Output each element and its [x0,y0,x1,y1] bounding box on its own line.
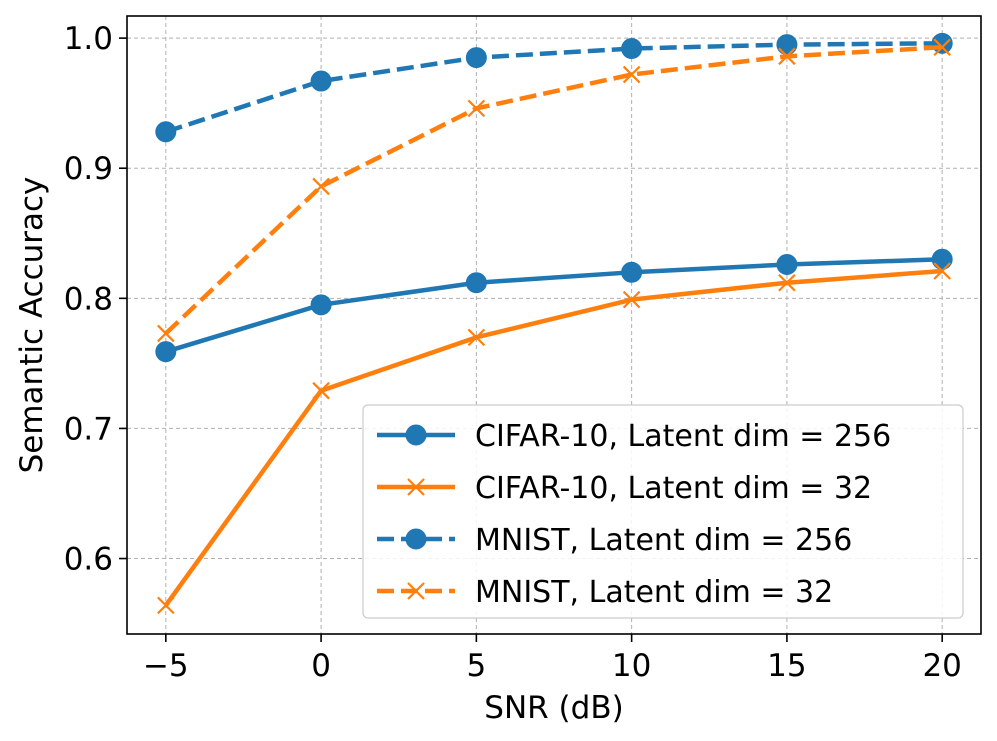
data-point [622,290,641,309]
data-point [621,261,643,283]
data-point [155,121,177,143]
legend-label: CIFAR-10, Latent dim = 32 [475,471,872,506]
data-point-stroke [312,177,330,196]
data-point [155,341,177,363]
legend-label: MNIST, Latent dim = 32 [475,575,833,610]
data-point [405,424,427,446]
data-point-stroke [157,596,175,615]
data-point-stroke [157,324,175,343]
series-line [163,268,943,607]
data-point [931,32,953,54]
y-tick-label: 0.7 [64,411,113,447]
data-point [310,294,332,316]
data-point [931,248,953,270]
series [157,38,951,343]
series [155,32,953,143]
legend-item: CIFAR-10, Latent dim = 32 [377,471,872,506]
legend-item: MNIST, Latent dim = 256 [377,523,852,558]
data-point [776,254,798,276]
data-point [933,38,951,57]
x-tick-label: 20 [922,648,961,684]
x-tick-label: 5 [466,648,486,684]
series-line [164,44,943,336]
legend: CIFAR-10, Latent dim = 256 CIFAR-10, Late… [362,404,964,619]
y-tick-label: 0.8 [64,281,113,317]
axis-ticks: −5 0 5 10 15 20 0.6 0.7 0.8 0.9 1.0 [64,21,962,684]
data-point [467,328,486,347]
y-tick-label: 0.9 [64,151,113,187]
x-tick-label: 10 [612,648,651,684]
data-point [776,34,798,56]
data-point [465,47,487,69]
legend-item: MNIST, Latent dim = 32 [377,575,833,610]
data-point [310,70,332,92]
data-point [622,65,641,84]
series-layer [155,32,953,615]
data-point-stroke [312,381,330,400]
data-point-stroke [933,262,951,280]
legend-box [362,404,964,619]
x-axis-label: SNR (dB) [484,690,623,726]
x-tick-label: 15 [767,648,806,684]
data-point [778,47,796,66]
data-point [405,528,427,550]
data-point [465,272,487,294]
x-tick-label: −5 [143,648,189,684]
data-point-stroke [622,290,641,309]
data-point-stroke [933,38,951,57]
data-point-stroke [467,328,486,347]
data-point [157,596,175,615]
y-axis-label: Semantic Accuracy [14,177,50,474]
legend-label: CIFAR-10, Latent dim = 256 [475,419,891,454]
x-tick-label: 0 [311,648,331,684]
data-point-stroke [407,478,425,496]
plot-frame [126,15,982,635]
data-point [621,38,643,60]
data-point-stroke [407,582,425,600]
data-point [407,478,425,496]
data-point-stroke [622,65,641,84]
data-point-stroke [778,273,796,292]
data-point [157,324,175,343]
y-tick-label: 0.6 [64,542,113,578]
legend-label: MNIST, Latent dim = 256 [475,523,852,558]
data-point [407,582,425,600]
data-point [933,262,951,280]
series [157,262,951,615]
data-point [312,381,330,400]
y-tick-label: 1.0 [64,21,113,57]
data-point-stroke [467,99,486,118]
data-point-stroke [778,47,796,66]
data-point [312,177,330,196]
series-line [165,41,943,134]
legend-item: CIFAR-10, Latent dim = 256 [377,419,891,454]
data-point [467,99,486,118]
data-point [778,273,796,292]
series [155,248,953,363]
series-line [165,257,943,354]
